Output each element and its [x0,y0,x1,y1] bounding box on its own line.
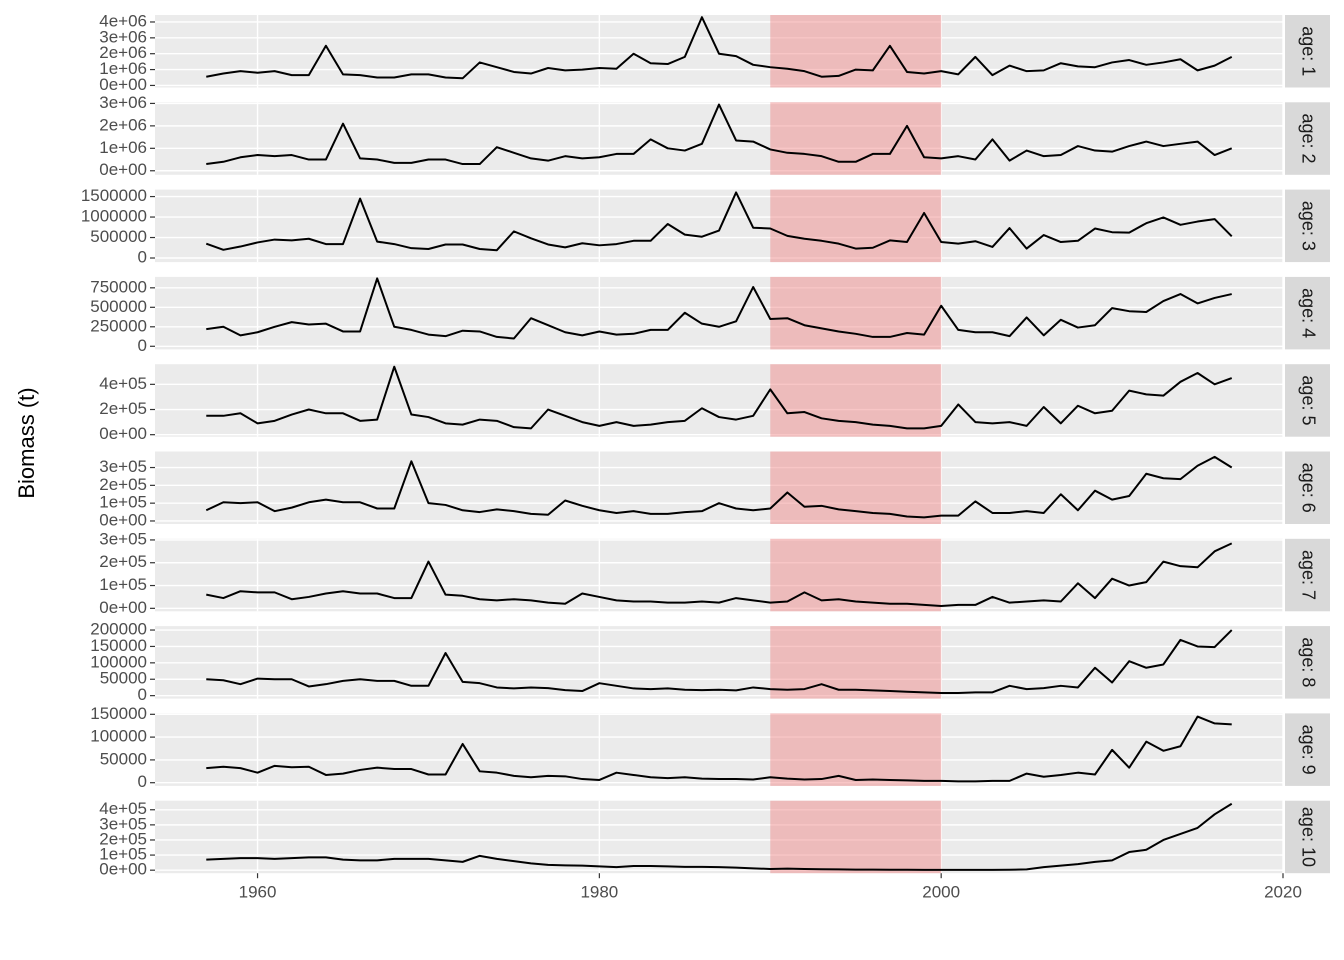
y-tick-label: 750000 [90,277,147,296]
strip-background [1285,451,1330,524]
y-tick-label: 1000000 [81,207,147,226]
y-tick-label: 100000 [90,727,147,746]
highlight-band [770,15,942,88]
strip-label: age: 6 [1298,463,1318,513]
panel-background [155,276,1283,350]
strip-background [1285,800,1330,874]
y-tick-label: 500000 [90,227,147,246]
y-tick-label: 3e+05 [99,457,147,476]
highlight-band [770,276,942,350]
y-tick-label: 100000 [90,652,147,671]
highlight-band [770,364,942,437]
y-tick-label: 150000 [90,636,147,655]
strip-label: age: 8 [1298,637,1318,687]
series-line [206,629,1233,695]
strip-background [1285,626,1330,699]
series-line [205,455,1233,519]
x-tick-label: 1960 [239,883,277,902]
highlight-band [770,713,942,786]
y-tick-label: 1500000 [81,186,147,205]
y-tick-label: 150000 [90,704,147,723]
y-tick-label: 2e+05 [99,552,147,571]
y-tick-label: 250000 [90,316,147,335]
x-tick-label: 2020 [1264,883,1302,902]
strip-background [1285,364,1330,437]
panel-background [155,189,1283,263]
highlight-band [770,538,942,612]
panel-background [155,102,1283,175]
strip-background [1285,713,1330,786]
strip-label: age: 5 [1298,375,1318,425]
series-line [206,802,1233,871]
strip-label: age: 10 [1298,807,1318,867]
series-line [206,715,1232,783]
y-axis-title: Biomass (t) [14,387,39,498]
highlight-band [770,800,942,874]
y-tick-label: 4e+06 [99,11,147,30]
strip-background [1285,189,1330,263]
strip-background [1285,538,1330,612]
highlight-band [770,451,942,524]
y-tick-label: 2e+05 [99,475,147,494]
y-tick-label: 1e+05 [99,493,147,512]
y-tick-label: 0 [138,772,147,791]
series-line [205,191,1233,252]
y-tick-label: 50000 [100,669,147,688]
strip-label: age: 4 [1298,288,1318,338]
panel-background [155,15,1283,88]
x-tick-label: 2000 [922,883,960,902]
y-tick-label: 4e+05 [99,799,147,818]
series-line [206,277,1232,340]
y-tick-label: 2e+05 [99,399,147,418]
y-tick-label: 3e+06 [99,27,147,46]
strip-label: age: 7 [1298,550,1318,600]
y-tick-label: 2e+05 [99,829,147,848]
y-tick-label: 0e+00 [99,510,147,529]
panel-background [155,364,1283,437]
y-tick-label: 0e+00 [99,860,147,879]
y-tick-label: 0e+00 [99,424,147,443]
strip-background [1285,276,1330,350]
panel-background [155,451,1283,524]
y-tick-label: 4e+05 [99,374,147,393]
series-line [206,542,1233,608]
y-tick-label: 0 [138,247,147,266]
highlight-band [770,189,942,263]
strip-label: age: 9 [1298,725,1318,775]
y-tick-label: 0e+00 [99,598,147,617]
y-tick-label: 3e+06 [99,93,147,112]
y-tick-label: 3e+05 [99,814,147,833]
y-tick-label: 0e+00 [99,75,147,94]
panel-background [155,538,1283,612]
highlight-band [770,102,942,175]
panel-background [155,800,1283,874]
strip-label: age: 3 [1298,201,1318,251]
y-tick-label: 1e+06 [99,59,147,78]
y-tick-label: 3e+05 [99,529,147,548]
series-line [206,103,1233,166]
highlight-band [770,626,942,699]
y-tick-label: 0 [138,336,147,355]
y-tick-label: 1e+05 [99,845,147,864]
y-tick-label: 500000 [90,297,147,316]
y-tick-label: 50000 [100,749,147,768]
series-line [206,365,1233,430]
strip-label: age: 2 [1298,114,1318,164]
strip-label: age: 1 [1298,26,1318,76]
y-tick-label: 0e+00 [99,160,147,179]
y-tick-label: 0 [138,685,147,704]
y-tick-label: 200000 [90,620,147,639]
y-tick-label: 2e+06 [99,43,147,62]
y-tick-label: 1e+06 [99,138,147,157]
series-line [206,16,1233,80]
y-tick-label: 2e+06 [99,115,147,134]
strip-background [1285,15,1330,88]
x-tick-label: 1980 [580,883,618,902]
y-tick-label: 1e+05 [99,575,147,594]
strip-background [1285,102,1330,175]
